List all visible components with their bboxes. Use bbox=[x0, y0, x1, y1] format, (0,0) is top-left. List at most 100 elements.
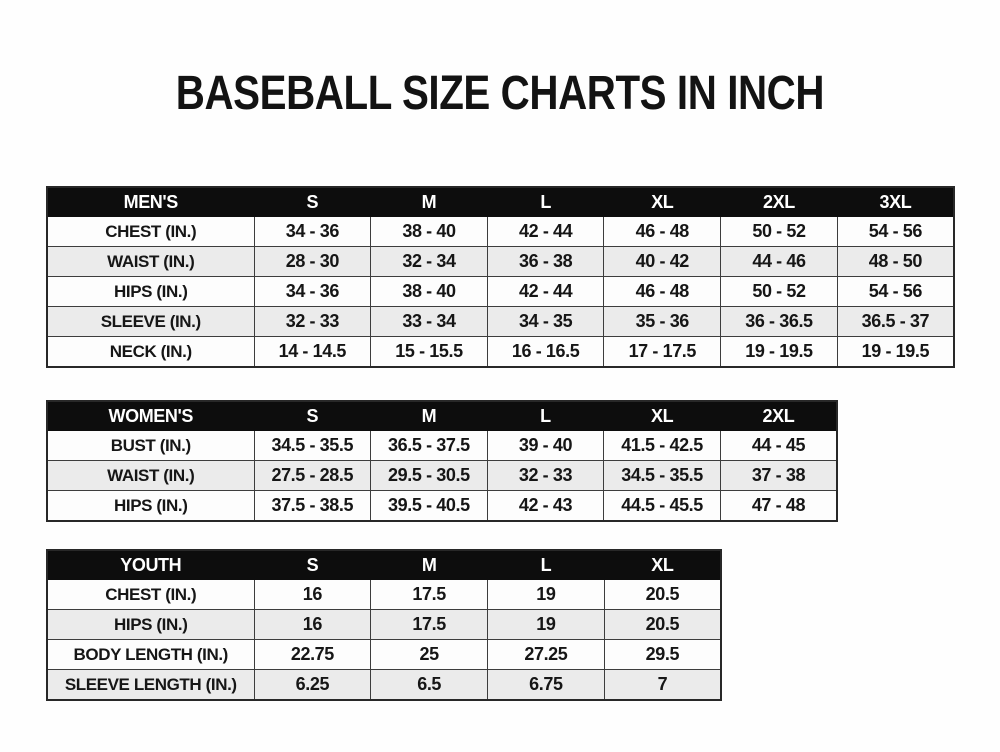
size-column-header: L bbox=[486, 400, 605, 431]
size-value-cell: 44 - 46 bbox=[720, 246, 838, 277]
size-table: WOMEN'S S M L XL 2XL BUST (IN.) 34.5 - 35.5 36.5… bbox=[46, 400, 838, 522]
size-value-cell: 32 - 33 bbox=[486, 460, 605, 491]
size-value-cell: 15 - 15.5 bbox=[370, 336, 488, 368]
size-value-cell: 32 - 33 bbox=[253, 306, 372, 337]
table-group-header: MEN'S bbox=[46, 186, 255, 217]
size-value-cell: 6.5 bbox=[370, 669, 488, 701]
size-value-cell: 17.5 bbox=[370, 609, 488, 640]
size-value-cell: 50 - 52 bbox=[720, 276, 838, 307]
size-value-cell: 47 - 48 bbox=[719, 490, 838, 522]
size-column-header: M bbox=[370, 400, 488, 431]
size-value-cell: 36.5 - 37.5 bbox=[370, 430, 488, 461]
size-value-cell: 6.75 bbox=[487, 669, 605, 701]
table-row: CHEST (IN.) 34 - 36 38 - 40 42 - 44 46 - 48 5… bbox=[46, 216, 955, 247]
size-value-cell: 34 - 36 bbox=[253, 276, 372, 307]
size-value-cell: 38 - 40 bbox=[370, 216, 488, 247]
row-label: BUST (IN.) bbox=[46, 430, 255, 461]
size-column-header: 2XL bbox=[720, 186, 838, 217]
womens-size-table: WOMEN'S S M L XL 2XL BUST (IN.) 34.5 - 35.5 36.5… bbox=[46, 400, 838, 522]
row-label: SLEEVE (IN.) bbox=[46, 306, 255, 337]
size-value-cell: 17 - 17.5 bbox=[603, 336, 722, 368]
size-value-cell: 40 - 42 bbox=[603, 246, 722, 277]
mens-size-table: MEN'S S M L XL 2XL 3XL CHEST (IN.) 34 - 36 38 - 4… bbox=[46, 186, 955, 368]
size-value-cell: 50 - 52 bbox=[720, 216, 838, 247]
row-label: WAIST (IN.) bbox=[46, 246, 255, 277]
row-label: CHEST (IN.) bbox=[46, 216, 255, 247]
table-row: WAIST (IN.) 28 - 30 32 - 34 36 - 38 40 - 42 4… bbox=[46, 246, 955, 277]
size-value-cell: 29.5 bbox=[603, 639, 722, 670]
size-value-cell: 36 - 36.5 bbox=[720, 306, 838, 337]
size-value-cell: 19 - 19.5 bbox=[836, 336, 955, 368]
size-value-cell: 37 - 38 bbox=[719, 460, 838, 491]
size-value-cell: 46 - 48 bbox=[603, 216, 722, 247]
size-value-cell: 39.5 - 40.5 bbox=[370, 490, 488, 522]
page-title-text: BASEBALL SIZE CHARTS IN INCH bbox=[175, 67, 825, 120]
size-value-cell: 17.5 bbox=[370, 579, 488, 610]
size-column-header: XL bbox=[603, 186, 722, 217]
size-column-header: M bbox=[370, 549, 488, 580]
size-column-header: L bbox=[487, 549, 605, 580]
size-value-cell: 20.5 bbox=[603, 579, 722, 610]
table-row: HIPS (IN.) 34 - 36 38 - 40 42 - 44 46 - 48 50… bbox=[46, 276, 955, 307]
table-row: SLEEVE (IN.) 32 - 33 33 - 34 34 - 35 35 - 36… bbox=[46, 306, 955, 337]
table-row: BODY LENGTH (IN.) 22.75 25 27.25 29.5 bbox=[46, 639, 722, 670]
size-value-cell: 38 - 40 bbox=[370, 276, 488, 307]
size-value-cell: 19 bbox=[487, 609, 605, 640]
size-value-cell: 34 - 35 bbox=[486, 306, 605, 337]
table-row: HIPS (IN.) 16 17.5 19 20.5 bbox=[46, 609, 722, 640]
size-value-cell: 20.5 bbox=[603, 609, 722, 640]
size-column-header: XL bbox=[603, 549, 722, 580]
size-column-header: S bbox=[253, 549, 372, 580]
size-value-cell: 16 bbox=[253, 579, 372, 610]
size-value-cell: 33 - 34 bbox=[370, 306, 488, 337]
size-value-cell: 7 bbox=[603, 669, 722, 701]
header-row: WOMEN'S S M L XL 2XL bbox=[46, 400, 838, 431]
row-label: HIPS (IN.) bbox=[46, 276, 255, 307]
size-value-cell: 16 bbox=[253, 609, 372, 640]
size-value-cell: 39 - 40 bbox=[486, 430, 605, 461]
header-row: MEN'S S M L XL 2XL 3XL bbox=[46, 186, 955, 217]
size-column-header: L bbox=[486, 186, 605, 217]
page-title: BASEBALL SIZE CHARTS IN INCH bbox=[0, 70, 1000, 118]
table-row: BUST (IN.) 34.5 - 35.5 36.5 - 37.5 39 - 40 4… bbox=[46, 430, 838, 461]
youth-size-table: YOUTH S M L XL CHEST (IN.) 16 17.5 19 20.5 HIPS (I… bbox=[46, 549, 722, 701]
size-value-cell: 32 - 34 bbox=[370, 246, 488, 277]
table-row: HIPS (IN.) 37.5 - 38.5 39.5 - 40.5 42 - 43 4… bbox=[46, 490, 838, 522]
size-value-cell: 14 - 14.5 bbox=[253, 336, 372, 368]
size-value-cell: 44 - 45 bbox=[719, 430, 838, 461]
size-column-header: XL bbox=[603, 400, 721, 431]
size-table: MEN'S S M L XL 2XL 3XL CHEST (IN.) 34 - 36 38 - 4… bbox=[46, 186, 955, 368]
table-row: NECK (IN.) 14 - 14.5 15 - 15.5 16 - 16.5 17 … bbox=[46, 336, 955, 368]
table-row: SLEEVE LENGTH (IN.) 6.25 6.5 6.75 7 bbox=[46, 669, 722, 701]
size-value-cell: 34.5 - 35.5 bbox=[253, 430, 372, 461]
row-label: NECK (IN.) bbox=[46, 336, 255, 368]
size-value-cell: 54 - 56 bbox=[836, 216, 955, 247]
row-label: CHEST (IN.) bbox=[46, 579, 255, 610]
size-column-header: S bbox=[253, 186, 372, 217]
size-column-header: M bbox=[370, 186, 488, 217]
size-value-cell: 37.5 - 38.5 bbox=[253, 490, 372, 522]
table-row: CHEST (IN.) 16 17.5 19 20.5 bbox=[46, 579, 722, 610]
size-value-cell: 28 - 30 bbox=[253, 246, 372, 277]
size-value-cell: 29.5 - 30.5 bbox=[370, 460, 488, 491]
size-value-cell: 48 - 50 bbox=[836, 246, 955, 277]
size-table: YOUTH S M L XL CHEST (IN.) 16 17.5 19 20.5 HIPS (I… bbox=[46, 549, 722, 701]
size-value-cell: 16 - 16.5 bbox=[486, 336, 605, 368]
size-value-cell: 36 - 38 bbox=[486, 246, 605, 277]
header-row: YOUTH S M L XL bbox=[46, 549, 722, 580]
table-group-header: YOUTH bbox=[46, 549, 255, 580]
table-row: WAIST (IN.) 27.5 - 28.5 29.5 - 30.5 32 - 33… bbox=[46, 460, 838, 491]
size-value-cell: 42 - 44 bbox=[486, 276, 605, 307]
size-value-cell: 36.5 - 37 bbox=[836, 306, 955, 337]
size-value-cell: 6.25 bbox=[253, 669, 372, 701]
table-group-header: WOMEN'S bbox=[46, 400, 255, 431]
size-value-cell: 46 - 48 bbox=[603, 276, 722, 307]
row-label: HIPS (IN.) bbox=[46, 609, 255, 640]
size-value-cell: 41.5 - 42.5 bbox=[603, 430, 721, 461]
size-value-cell: 27.5 - 28.5 bbox=[253, 460, 372, 491]
size-value-cell: 42 - 44 bbox=[486, 216, 605, 247]
size-value-cell: 19 - 19.5 bbox=[720, 336, 838, 368]
size-value-cell: 42 - 43 bbox=[486, 490, 605, 522]
size-value-cell: 34 - 36 bbox=[253, 216, 372, 247]
